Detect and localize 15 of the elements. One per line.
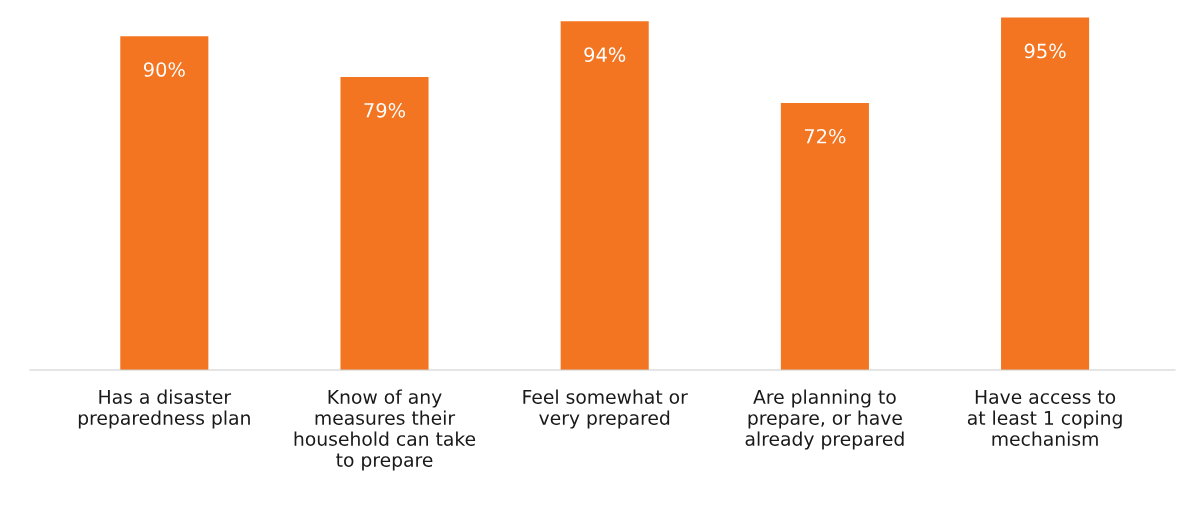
x-tick-label: Know of any measures their household can take to prepare <box>294 389 476 471</box>
bar <box>780 102 869 370</box>
x-tick-label: Feel somewhat or very prepared <box>523 389 688 429</box>
x-tick-label: Are planning to prepare, or have already prepared <box>745 389 904 450</box>
x-tick-label: Have access to at least 1 coping mechanism <box>967 390 1122 446</box>
bar <box>1001 17 1090 370</box>
data-label: 95% <box>1024 43 1066 59</box>
data-label: 94% <box>584 47 626 63</box>
x-tick-label: Has a disaster preparedness plan <box>78 389 250 429</box>
bar <box>560 21 649 370</box>
data-label: 90% <box>143 62 185 77</box>
bar <box>120 36 209 370</box>
data-label: 72% <box>804 128 846 144</box>
data-label: 79% <box>364 102 406 118</box>
bar <box>340 76 429 370</box>
